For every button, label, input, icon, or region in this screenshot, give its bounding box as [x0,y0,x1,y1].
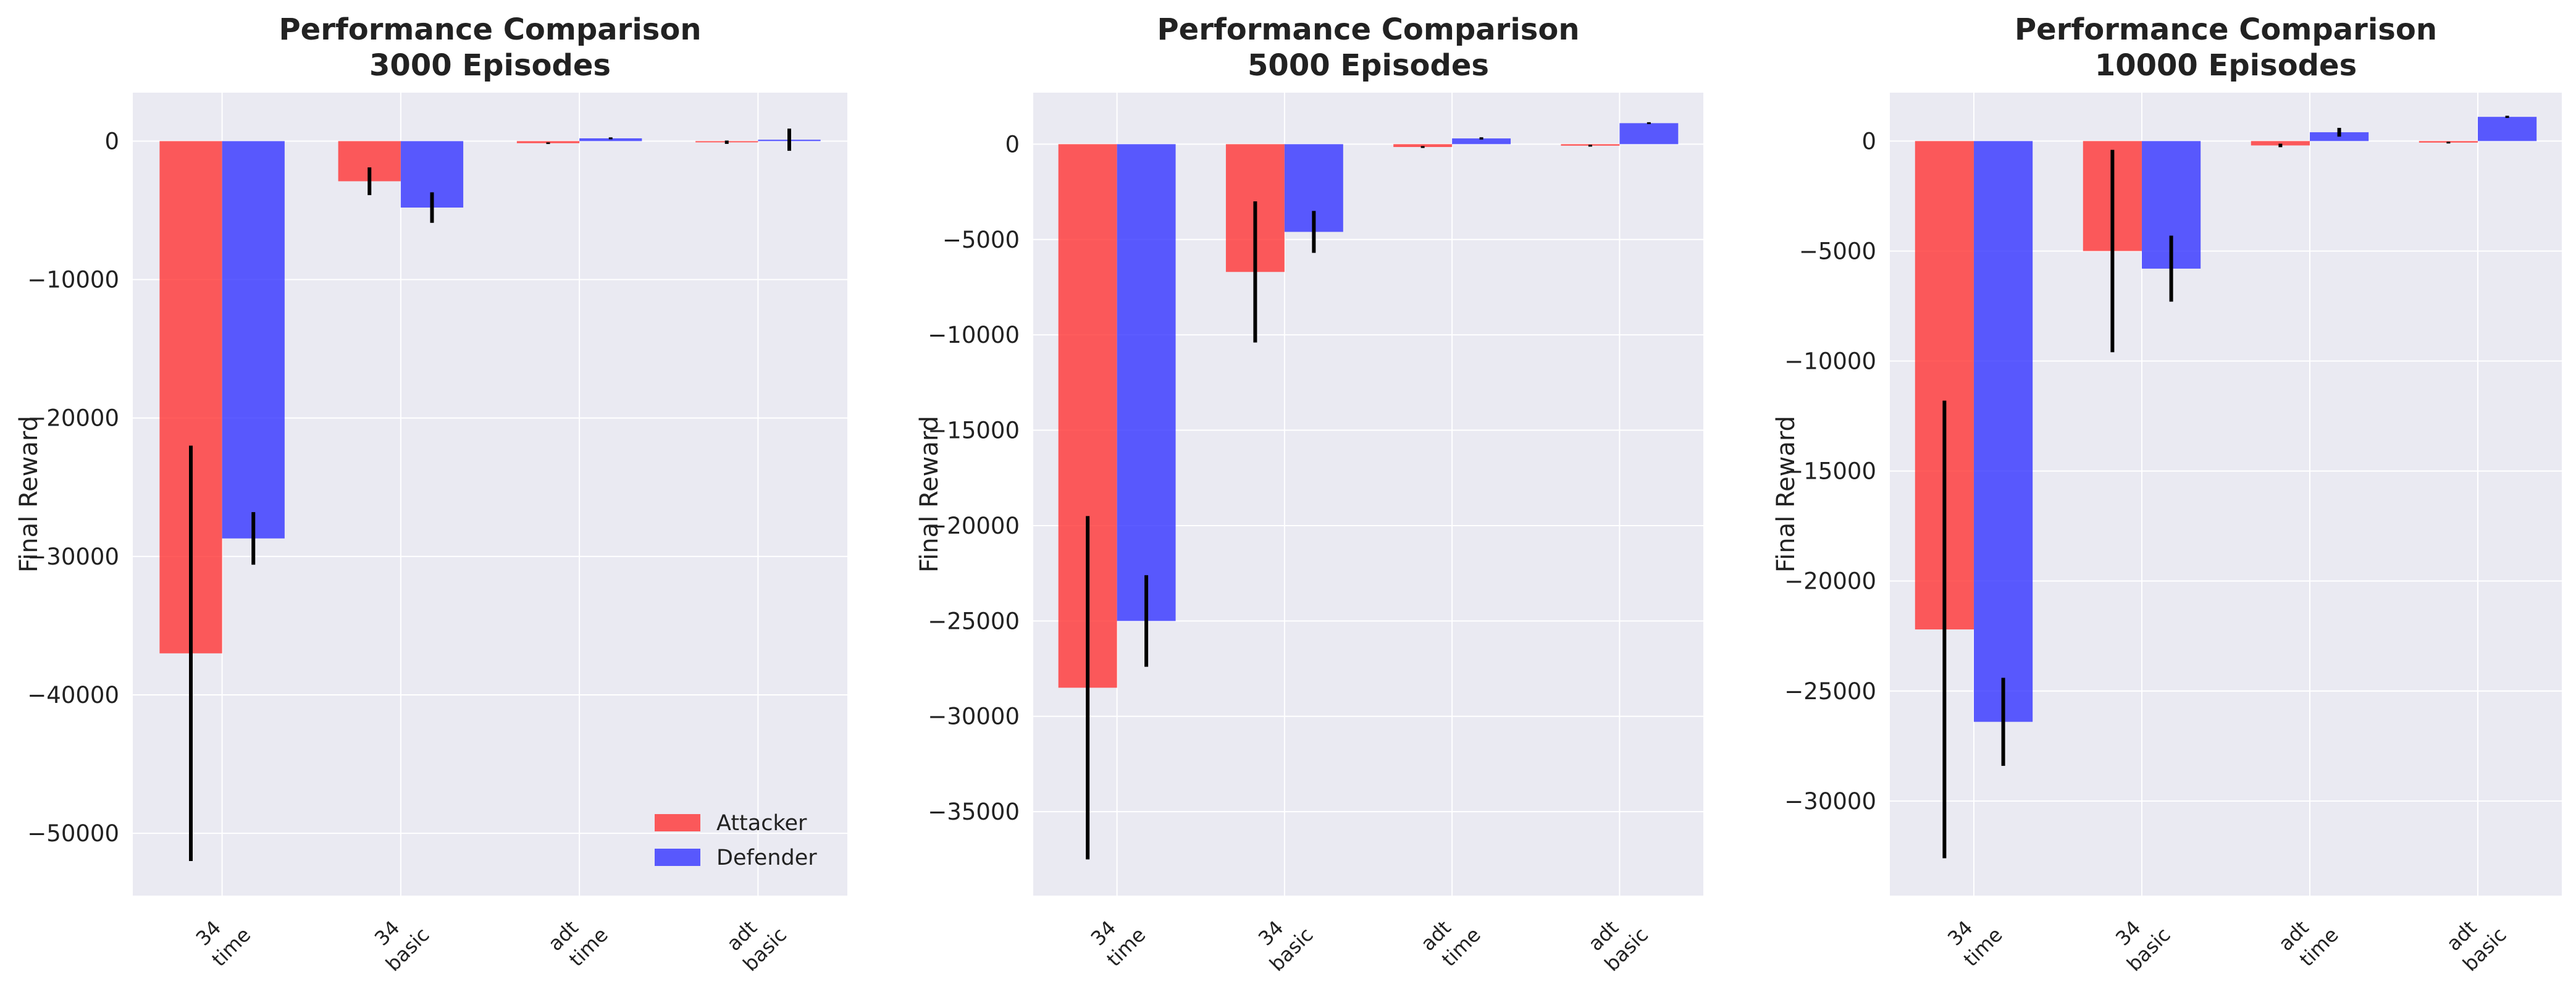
y-tick-label: −20000 [27,405,119,432]
bar-defender [579,138,642,141]
chart-panel-2: 0 −5000 −10000 −15000 −20000 −25000 −30000 −350… [915,12,1703,976]
bar-attacker [516,141,580,143]
chart-title: 5000 Episodes [1248,48,1489,83]
legend-label-defender: Defender [716,846,817,870]
y-tick-label: −20000 [928,513,1020,539]
chart-title: Performance Comparison [279,12,701,47]
y-tick-label: −35000 [928,799,1020,825]
y-tick-label: 0 [1005,131,1020,158]
bar-defender [222,141,285,539]
bar-attacker [2251,141,2310,146]
bar-defender [2478,117,2537,141]
chart-title: Performance Comparison [1157,12,1579,47]
y-tick-label: 0 [104,128,119,154]
bar-defender [1452,138,1511,145]
y-tick-label: −30000 [928,704,1020,730]
bar-defender [1619,123,1679,145]
y-tick-label: −10000 [928,322,1020,348]
y-tick-label: −20000 [1784,568,1876,595]
y-tick-label: −30000 [1784,788,1876,815]
y-tick-label: −15000 [1784,458,1876,485]
y-axis-label: Final Reward [915,416,944,573]
y-tick-label: −40000 [27,682,119,708]
y-axis-label: Final Reward [15,416,43,573]
y-tick-label: −50000 [27,820,119,847]
legend-label-attacker: Attacker [716,811,807,836]
bar-defender [1974,141,2033,722]
bar-defender [1117,144,1176,621]
legend-swatch-defender [655,849,700,866]
bar-attacker [1393,144,1453,148]
legend-swatch-attacker [655,814,700,831]
y-tick-label: −30000 [27,544,119,570]
chart-title: Performance Comparison [2015,12,2437,47]
y-tick-label: −10000 [1784,348,1876,375]
chart-title: 10000 Episodes [2095,48,2357,83]
y-tick-label: 0 [1861,128,1876,154]
y-tick-label: −5000 [942,227,1020,253]
y-axis-label: Final Reward [1772,416,1800,573]
y-tick-label: −5000 [1799,238,1876,264]
legend: Attacker Defender [655,811,817,870]
y-tick-label: −10000 [27,267,119,293]
y-tick-label: −15000 [928,418,1020,444]
y-tick-label: −25000 [1784,678,1876,705]
chart-panel-3: 0 −5000 −10000 −15000 −20000 −25000 −30000 34ti… [1772,12,2562,976]
chart-title: 3000 Episodes [369,48,611,83]
y-tick-label: −25000 [928,608,1020,634]
